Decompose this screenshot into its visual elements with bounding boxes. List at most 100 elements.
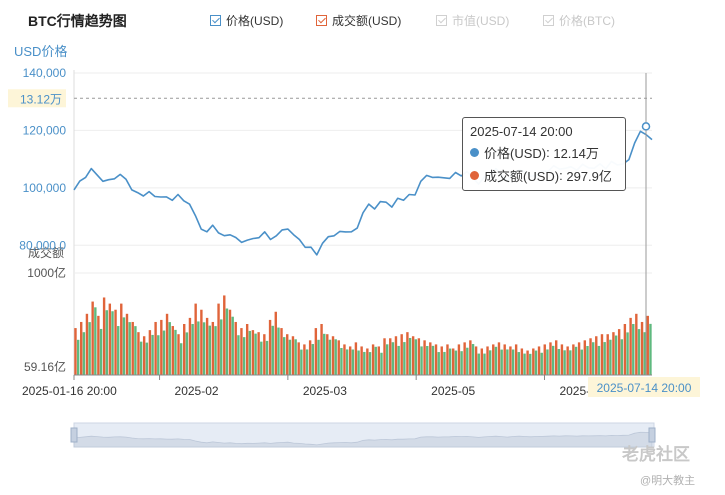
volume-bar — [76, 339, 80, 375]
legend-label: 价格(USD) — [226, 14, 284, 28]
marker-label: 13.12万 — [20, 92, 62, 106]
volume-bar — [305, 349, 309, 375]
volume-bar — [626, 332, 629, 375]
volume-bar — [82, 332, 86, 375]
volume-bar — [366, 348, 369, 375]
volume-bar — [340, 347, 343, 375]
volume-bar — [563, 350, 566, 375]
volume-bar — [443, 351, 446, 375]
volume-bar — [294, 339, 297, 375]
volume-bar — [274, 311, 277, 375]
volume-bar — [614, 335, 618, 375]
volume-bar — [165, 313, 169, 375]
volume-bar — [520, 348, 524, 375]
price-axis-title: USD价格 — [14, 44, 67, 59]
volume-bar — [635, 313, 638, 375]
volume-bar — [451, 348, 455, 375]
volume-bar — [288, 339, 292, 375]
volume-bar — [139, 341, 143, 375]
volume-bar — [471, 344, 475, 375]
volume-bar — [202, 322, 206, 375]
volume-bar — [157, 335, 160, 375]
volume-bar — [543, 344, 546, 375]
volume-bar — [620, 339, 624, 375]
volume-bar — [532, 348, 535, 375]
volume-bar — [337, 340, 340, 375]
volume-bar — [643, 332, 646, 375]
volume-bar — [494, 346, 498, 375]
volume-bar — [646, 315, 649, 375]
volume-bar — [345, 349, 349, 375]
volume-bar — [426, 346, 429, 375]
volume-bar — [506, 349, 509, 375]
volume-bar — [517, 352, 521, 375]
volume-bar — [80, 321, 83, 375]
volume-bar — [466, 347, 469, 375]
volume-bar — [105, 310, 108, 375]
volume-bar — [497, 342, 501, 375]
tooltip-volume-label: 成交额(USD) — [484, 169, 560, 184]
volume-bar — [600, 334, 604, 375]
volume-bar — [417, 338, 421, 375]
volume-bar — [463, 342, 466, 375]
price-tick-label: 140,000 — [23, 66, 67, 80]
volume-bar — [574, 346, 578, 375]
volume-bar — [554, 340, 558, 375]
volume-bar — [357, 350, 360, 375]
volume-bar — [148, 330, 152, 375]
volume-bar — [97, 315, 100, 375]
volume-bar — [263, 334, 266, 375]
volume-bar — [617, 329, 621, 375]
volume-bar — [377, 346, 380, 375]
legend-price-usd[interactable]: 价格(USD) — [210, 12, 283, 29]
volume-bar — [142, 336, 146, 375]
legend-marketcap-usd[interactable]: 市值(USD) — [436, 12, 509, 29]
checkbox-icon — [543, 15, 554, 26]
zoom-slider-handle[interactable] — [648, 427, 656, 443]
checkbox-icon — [316, 15, 327, 26]
volume-bar — [117, 326, 120, 375]
tooltip-price-label: 价格(USD) — [484, 146, 547, 161]
volume-bar — [311, 344, 315, 375]
volume-bar — [448, 348, 452, 375]
volume-bar — [177, 334, 180, 375]
volume-bar — [583, 340, 587, 375]
volume-bar — [111, 311, 114, 375]
volume-bar — [460, 351, 463, 375]
volume-bar — [88, 322, 91, 375]
price-tick-label: 80,000.0 — [19, 238, 66, 252]
volume-bar — [240, 328, 243, 375]
volume-bar — [474, 346, 478, 375]
chart-title: BTC行情趋势图 — [28, 13, 127, 29]
legend-label: 成交额(USD) — [332, 14, 402, 28]
legend-volume-usd[interactable]: 成交额(USD) — [316, 12, 401, 29]
volume-bar — [354, 342, 358, 375]
volume-bar — [317, 339, 320, 375]
tooltip-price-row: 价格(USD): 12.14万 — [470, 143, 618, 162]
volume-bar — [483, 353, 486, 375]
volume-bar — [174, 329, 177, 375]
volume-bar — [477, 353, 480, 375]
volume-bar — [228, 309, 232, 375]
volume-axis-title: 成交额 — [28, 245, 64, 260]
volume-bar — [609, 339, 612, 375]
volume-bar — [191, 324, 194, 375]
volume-bar — [523, 353, 526, 375]
watermark-author: @明大教主 — [640, 475, 696, 487]
volume-bar — [160, 319, 163, 375]
volume-bar — [637, 329, 641, 375]
volume-bar — [348, 346, 352, 375]
volume-bar — [551, 345, 555, 375]
volume-bar — [185, 332, 189, 375]
volume-bar — [254, 333, 257, 375]
volume-bar — [629, 317, 632, 375]
price-dot-icon — [470, 148, 479, 157]
legend-price-btc[interactable]: 价格(BTC) — [543, 12, 615, 29]
zoom-slider-handle[interactable] — [70, 427, 78, 443]
volume-bar — [99, 328, 103, 375]
volume-bar — [234, 321, 237, 375]
volume-bar — [183, 324, 186, 375]
volume-bar — [268, 319, 272, 375]
volume-bar — [242, 337, 246, 375]
